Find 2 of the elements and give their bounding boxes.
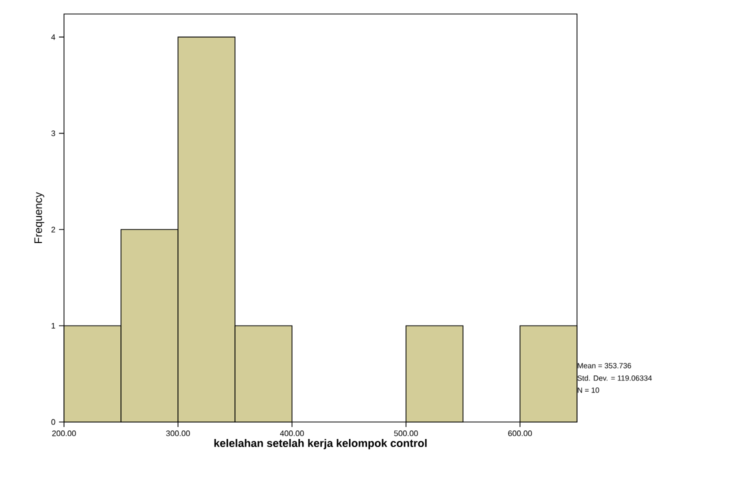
x-axis-title: kelelahan setelah kerja kelompok control: [214, 438, 427, 450]
y-axis-title: Frequency: [34, 192, 44, 243]
